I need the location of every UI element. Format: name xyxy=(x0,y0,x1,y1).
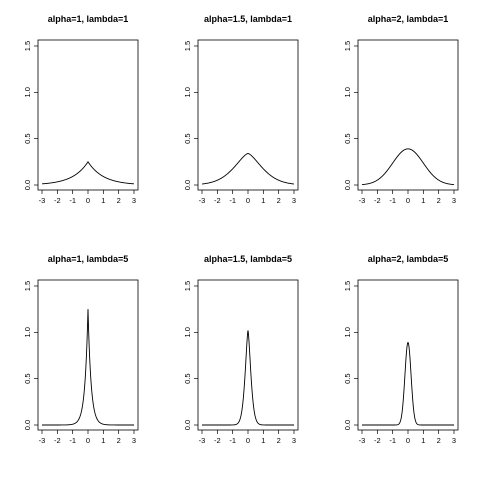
y-tick-label: 0.5 xyxy=(23,373,32,383)
x-tick-label: 3 xyxy=(452,196,456,205)
y-tick-label: 1.5 xyxy=(183,281,192,291)
panel-1: alpha=1, lambda=1 -3 -2 -1 0 1 2 3 0.0 0.5 1.0 1.5 xyxy=(23,14,139,205)
plot-frame xyxy=(357,279,459,431)
x-tick-label: 1 xyxy=(261,196,265,205)
density-curve xyxy=(361,148,455,186)
x-tick-label: -3 xyxy=(359,436,366,445)
x-tick-label: 1 xyxy=(421,436,425,445)
density-curve xyxy=(362,341,454,426)
x-tick-label: 2 xyxy=(437,196,441,205)
panel-title: alpha=1.5, lambda=5 xyxy=(204,254,292,264)
density-curve xyxy=(41,161,135,185)
plot-frame xyxy=(357,39,459,191)
x-tick-label: 0 xyxy=(406,436,410,445)
y-tick-label: 1.0 xyxy=(183,327,192,337)
x-tick-label: -3 xyxy=(199,436,206,445)
panel-2: alpha=1.5, lambda=1 -3 -2 -1 0 1 2 3 0.0 0.5 1.0 1.… xyxy=(183,14,299,205)
x-tick-label: 0 xyxy=(246,436,250,445)
density-curve xyxy=(42,309,134,426)
y-tick-label: 0.5 xyxy=(23,133,32,143)
panel-4: alpha=1, lambda=5 -3 -2 -1 0 1 2 3 0.0 0.5 1.0 1.5 xyxy=(23,254,139,445)
panel-5: alpha=1.5, lambda=5 -3 -2 -1 0 1 2 3 0.0 0.5 1.0 1.… xyxy=(183,254,299,445)
x-tick-label: -1 xyxy=(229,196,236,205)
plot-frame xyxy=(197,39,299,191)
y-tick-label: 0.0 xyxy=(23,420,32,430)
x-tick-label: 3 xyxy=(292,436,296,445)
y-tick-label: 1.5 xyxy=(23,41,32,51)
density-curve xyxy=(201,153,295,185)
x-tick-label: 0 xyxy=(86,436,90,445)
y-tick-label: 0.5 xyxy=(343,373,352,383)
plot-frame xyxy=(197,279,299,431)
x-tick-label: 0 xyxy=(406,196,410,205)
x-tick-label: 1 xyxy=(421,196,425,205)
panel-title: alpha=2, lambda=5 xyxy=(368,254,449,264)
x-tick-label: -3 xyxy=(39,436,46,445)
x-tick-label: 2 xyxy=(437,436,441,445)
x-tick-label: 0 xyxy=(86,196,90,205)
y-tick-label: 0.5 xyxy=(183,373,192,383)
x-tick-label: -3 xyxy=(359,196,366,205)
y-tick-label: 0.0 xyxy=(23,180,32,190)
y-tick-label: 0.0 xyxy=(183,420,192,430)
x-tick-label: -2 xyxy=(214,436,221,445)
x-tick-label: 1 xyxy=(101,436,105,445)
y-tick-label: 1.5 xyxy=(343,281,352,291)
x-tick-label: 1 xyxy=(261,436,265,445)
y-tick-label: 0.0 xyxy=(343,420,352,430)
x-tick-label: -1 xyxy=(69,196,76,205)
x-tick-label: 3 xyxy=(292,196,296,205)
y-tick-label: 1.5 xyxy=(23,281,32,291)
panel-title: alpha=1, lambda=1 xyxy=(48,14,129,24)
x-tick-label: 1 xyxy=(101,196,105,205)
x-tick-label: -1 xyxy=(229,436,236,445)
y-tick-label: 0.5 xyxy=(183,133,192,143)
x-tick-label: 3 xyxy=(132,436,136,445)
y-tick-label: 0.0 xyxy=(183,180,192,190)
panel-6: alpha=2, lambda=5 -3 -2 -1 0 1 2 3 0.0 0.5 1.0 1.5 xyxy=(343,254,459,445)
panel-3: alpha=2, lambda=1 -3 -2 -1 0 1 2 3 0.0 0.5 1.0 1.5 xyxy=(343,14,459,205)
x-tick-label: -1 xyxy=(389,436,396,445)
x-tick-label: 2 xyxy=(277,196,281,205)
x-tick-label: 2 xyxy=(277,436,281,445)
density-curve xyxy=(202,330,294,426)
x-tick-label: 0 xyxy=(246,196,250,205)
plot-frame xyxy=(37,39,139,191)
x-tick-label: -3 xyxy=(199,196,206,205)
y-tick-label: 1.0 xyxy=(183,87,192,97)
panel-title: alpha=2, lambda=1 xyxy=(368,14,449,24)
x-tick-label: 3 xyxy=(132,196,136,205)
y-tick-label: 1.5 xyxy=(183,41,192,51)
y-tick-label: 0.5 xyxy=(343,133,352,143)
y-tick-label: 1.0 xyxy=(23,87,32,97)
x-tick-label: -2 xyxy=(54,436,61,445)
x-tick-label: -1 xyxy=(389,196,396,205)
y-tick-label: 1.0 xyxy=(23,327,32,337)
x-tick-label: 2 xyxy=(117,196,121,205)
y-tick-label: 0.0 xyxy=(343,180,352,190)
panel-title: alpha=1.5, lambda=1 xyxy=(204,14,292,24)
x-tick-label: -1 xyxy=(69,436,76,445)
x-tick-label: -2 xyxy=(374,196,381,205)
y-tick-label: 1.5 xyxy=(343,41,352,51)
y-tick-label: 1.0 xyxy=(343,87,352,97)
x-tick-label: -2 xyxy=(214,196,221,205)
x-tick-label: -2 xyxy=(54,196,61,205)
panel-title: alpha=1, lambda=5 xyxy=(48,254,129,264)
x-tick-label: -2 xyxy=(374,436,381,445)
x-tick-label: 2 xyxy=(117,436,121,445)
y-tick-label: 1.0 xyxy=(343,327,352,337)
x-tick-label: -3 xyxy=(39,196,46,205)
plot-frame xyxy=(37,279,139,431)
x-tick-label: 3 xyxy=(452,436,456,445)
